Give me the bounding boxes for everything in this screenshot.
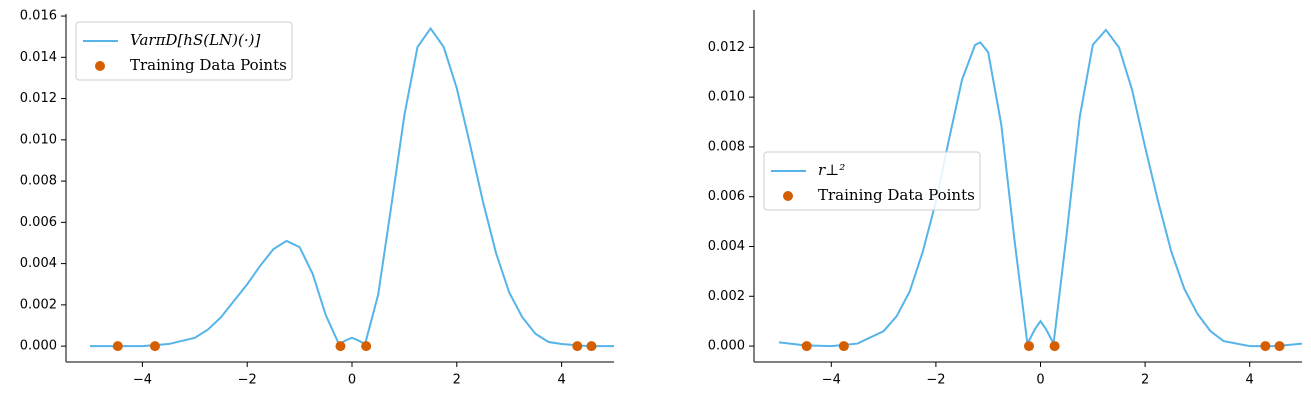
training-point bbox=[838, 341, 849, 352]
x-tick-label: −2 bbox=[926, 373, 945, 388]
training-point bbox=[112, 341, 123, 352]
y-tick-label: 0.012 bbox=[708, 40, 745, 55]
legend-label: Training Data Points bbox=[818, 186, 975, 204]
y-tick-label: 0.004 bbox=[708, 239, 745, 254]
training-point bbox=[1049, 341, 1060, 352]
training-point bbox=[361, 341, 372, 352]
line bbox=[90, 26, 614, 348]
line bbox=[778, 28, 1303, 348]
training-point bbox=[1023, 341, 1034, 352]
x-tick-label: −4 bbox=[133, 373, 152, 388]
training-point bbox=[586, 341, 597, 352]
x-tick-label: 0 bbox=[348, 373, 356, 388]
y-tick-label: 0.014 bbox=[20, 50, 57, 65]
training-point bbox=[801, 341, 812, 352]
y-tick-label: 0.002 bbox=[20, 297, 57, 312]
training-point bbox=[572, 341, 583, 352]
legend-marker bbox=[95, 61, 105, 71]
x-tick-label: 4 bbox=[1246, 373, 1254, 388]
y-tick-label: 0.006 bbox=[20, 215, 57, 230]
y-tick-label: 0.006 bbox=[708, 189, 745, 204]
y-tick-label: 0.008 bbox=[708, 139, 745, 154]
x-tick-label: 0 bbox=[1036, 373, 1044, 388]
training-point bbox=[335, 341, 346, 352]
legend-box bbox=[75, 21, 293, 81]
y-tick-label: 0.010 bbox=[20, 132, 57, 147]
training-point bbox=[1274, 341, 1285, 352]
y-tick-label: 0.002 bbox=[708, 289, 745, 304]
legend-label: Training Data Points bbox=[130, 56, 287, 74]
y-tick-label: 0.000 bbox=[20, 339, 57, 354]
training-point bbox=[1260, 341, 1271, 352]
legend-box bbox=[763, 151, 981, 211]
y-tick-label: 0.000 bbox=[708, 339, 745, 354]
y-tick-label: 0.016 bbox=[20, 9, 57, 24]
training-point bbox=[149, 341, 160, 352]
legend-marker bbox=[783, 191, 793, 201]
y-tick-label: 0.012 bbox=[20, 91, 57, 106]
x-tick-label: 2 bbox=[453, 373, 461, 388]
x-tick-label: −4 bbox=[822, 373, 841, 388]
legend-label: r⊥² bbox=[818, 161, 845, 179]
y-tick-label: 0.010 bbox=[708, 90, 745, 105]
x-tick-label: −2 bbox=[238, 373, 257, 388]
x-tick-label: 4 bbox=[557, 373, 565, 388]
y-tick-label: 0.008 bbox=[20, 174, 57, 189]
legend-label: VarπD[hS(LN)(·)] bbox=[130, 31, 261, 49]
y-tick-label: 0.004 bbox=[20, 256, 57, 271]
x-tick-label: 2 bbox=[1141, 373, 1149, 388]
